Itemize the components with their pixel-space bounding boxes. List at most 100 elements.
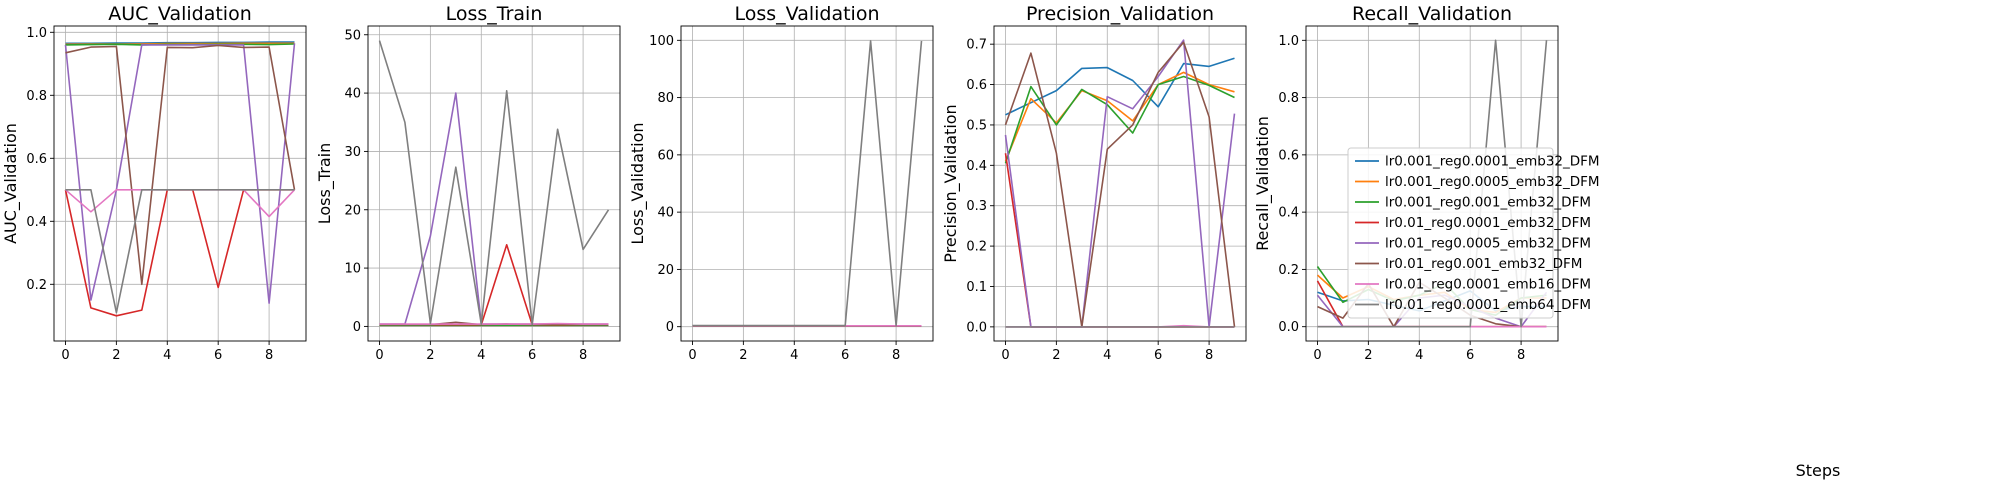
axes-frame bbox=[680, 25, 934, 342]
y-axis-label: Loss_Train bbox=[315, 143, 335, 224]
series-line-lr0.001_reg0.0001_emb32_DFM bbox=[65, 41, 295, 45]
series-line-lr0.01_reg0.0001_emb64_DFM bbox=[378, 40, 610, 326]
series-line-lr0.01_reg0.0001_emb16_DFM bbox=[379, 322, 609, 325]
y-tick-label: 40 bbox=[344, 87, 361, 102]
x-tick-label: 6 bbox=[528, 348, 536, 363]
series-line-lr0.01_reg0.001_emb32_DFM bbox=[1004, 41, 1236, 328]
legend-entry-label: lr0.01_reg0.0001_emb64_DFM bbox=[1385, 297, 1591, 313]
legend-entry-label: lr0.01_reg0.0001_emb32_DFM bbox=[1385, 215, 1591, 231]
y-tick-label: 0.4 bbox=[1278, 206, 1299, 221]
y-tick-label: 20 bbox=[344, 203, 361, 218]
axes-frame bbox=[53, 25, 307, 342]
x-tick-label: 8 bbox=[1517, 348, 1525, 363]
series-line-lr0.01_reg0.0001_emb64_DFM bbox=[692, 40, 923, 327]
y-tick-label: 0.2 bbox=[26, 278, 47, 293]
legend-entry-label: lr0.001_reg0.0005_emb32_DFM bbox=[1385, 174, 1600, 190]
series-line-lr0.001_reg0.0001_emb32_DFM bbox=[1005, 57, 1235, 116]
axes-frame bbox=[993, 25, 1247, 342]
y-tick-label: 40 bbox=[657, 206, 674, 221]
panel-title: Recall_Validation bbox=[1352, 3, 1512, 25]
panel-title: AUC_Validation bbox=[108, 3, 252, 25]
y-axis-label: Precision_Validation bbox=[941, 104, 961, 262]
y-axis-label: Recall_Validation bbox=[1253, 116, 1273, 251]
x-tick-label: 0 bbox=[375, 348, 383, 363]
x-tick-label: 6 bbox=[1466, 348, 1474, 363]
x-tick-label: 4 bbox=[1415, 348, 1423, 363]
y-tick-label: 0 bbox=[666, 320, 674, 335]
panel-title: Precision_Validation bbox=[1026, 3, 1214, 25]
y-tick-label: 80 bbox=[657, 91, 674, 106]
x-tick-label: 2 bbox=[112, 348, 120, 363]
series-group bbox=[378, 40, 610, 327]
legend-box bbox=[1347, 147, 1554, 319]
series-group bbox=[64, 41, 296, 317]
panel-title: Loss_Train bbox=[446, 3, 543, 25]
x-tick-label: 0 bbox=[688, 348, 696, 363]
axes-frame bbox=[1305, 25, 1559, 342]
series-line-lr0.01_reg0.0005_emb32_DFM bbox=[64, 43, 296, 305]
x-tick-label: 0 bbox=[61, 348, 69, 363]
x-tick-label: 6 bbox=[1154, 348, 1162, 363]
x-tick-label: 0 bbox=[1313, 348, 1321, 363]
y-tick-label: 0.6 bbox=[1278, 148, 1299, 163]
legend-entry-label: lr0.01_reg0.0001_emb16_DFM bbox=[1385, 277, 1591, 293]
x-tick-label: 4 bbox=[790, 348, 798, 363]
y-tick-label: 0.5 bbox=[966, 118, 987, 133]
panel-3: 0 2 4 6 8020406080100Loss_ValidationLoss_Val… bbox=[628, 3, 934, 363]
x-tick-label: 6 bbox=[214, 348, 222, 363]
y-tick-label: 50 bbox=[344, 28, 361, 43]
y-tick-label: 0.7 bbox=[966, 38, 987, 53]
y-tick-label: 0.3 bbox=[966, 199, 987, 214]
x-tick-label: 2 bbox=[1052, 348, 1060, 363]
panel-4: 0 2 4 6 8 0.0 0.1 0.2 0.3 0.4 0.5 0.6 0.7 Precision_V… bbox=[941, 3, 1247, 363]
y-tick-label: 20 bbox=[657, 263, 674, 278]
x-tick-label: 4 bbox=[477, 348, 485, 363]
y-tick-label: 1.0 bbox=[1278, 34, 1299, 49]
legend-entry-label: lr0.01_reg0.001_emb32_DFM bbox=[1385, 256, 1582, 272]
y-tick-label: 0.2 bbox=[1278, 263, 1299, 278]
x-tick-label: 6 bbox=[841, 348, 849, 363]
x-axis-label: Steps bbox=[1796, 461, 1841, 480]
x-tick-label: 8 bbox=[892, 348, 900, 363]
x-tick-label: 2 bbox=[739, 348, 747, 363]
y-tick-label: 0.0 bbox=[966, 320, 987, 335]
y-tick-label: 0.2 bbox=[966, 240, 987, 255]
y-axis-label: AUC_Validation bbox=[1, 123, 21, 244]
y-tick-label: 1.0 bbox=[26, 26, 47, 41]
y-axis-label: Loss_Validation bbox=[628, 122, 648, 244]
y-tick-label: 0.6 bbox=[966, 78, 987, 93]
legend-entry-label: lr0.001_reg0.0001_emb32_DFM bbox=[1385, 154, 1600, 170]
panel-2: 0 2 4 6 8 0 10 20 30 40 50 Loss_Train Loss_Train bbox=[315, 3, 621, 363]
y-tick-label: 0.8 bbox=[1278, 91, 1299, 106]
series-line-lr0.01_reg0.001_emb32_DFM bbox=[65, 44, 296, 286]
series-group bbox=[692, 40, 923, 327]
x-tick-label: 4 bbox=[163, 348, 171, 363]
x-tick-label: 8 bbox=[265, 348, 273, 363]
x-tick-label: 4 bbox=[1103, 348, 1111, 363]
y-tick-label: 0.8 bbox=[26, 89, 47, 104]
y-tick-label: 0.0 bbox=[1278, 320, 1299, 335]
legend-entry-label: lr0.01_reg0.0005_emb32_DFM bbox=[1385, 236, 1591, 252]
panel-title: Loss_Validation bbox=[735, 3, 880, 25]
chart-panels: 0 2 4 6 8 0.2 0.4 0.6 0.8 1.0 AUC_Validation AUC_Va… bbox=[1, 3, 1600, 363]
series-line-lr0.01_reg0.0001_emb64_DFM bbox=[65, 189, 295, 314]
x-tick-label: 2 bbox=[1364, 348, 1372, 363]
legend-entry-label: lr0.001_reg0.001_emb32_DFM bbox=[1385, 195, 1591, 211]
y-tick-label: 10 bbox=[344, 262, 361, 277]
y-tick-label: 30 bbox=[344, 145, 361, 160]
y-tick-label: 60 bbox=[657, 148, 674, 163]
y-tick-label: 0.4 bbox=[966, 159, 987, 174]
axes-frame bbox=[367, 25, 621, 342]
x-tick-label: 8 bbox=[1205, 348, 1213, 363]
y-tick-label: 0.6 bbox=[26, 152, 47, 167]
y-tick-label: 0.4 bbox=[26, 215, 47, 230]
y-tick-label: 0 bbox=[353, 320, 361, 335]
x-tick-label: 0 bbox=[1001, 348, 1009, 363]
x-tick-label: 2 bbox=[426, 348, 434, 363]
y-tick-label: 100 bbox=[649, 34, 674, 49]
y-tick-label: 0.1 bbox=[966, 280, 987, 295]
series-group bbox=[1004, 39, 1236, 328]
panel-1: 0 2 4 6 8 0.2 0.4 0.6 0.8 1.0 AUC_Validation AUC_Va… bbox=[1, 3, 307, 363]
